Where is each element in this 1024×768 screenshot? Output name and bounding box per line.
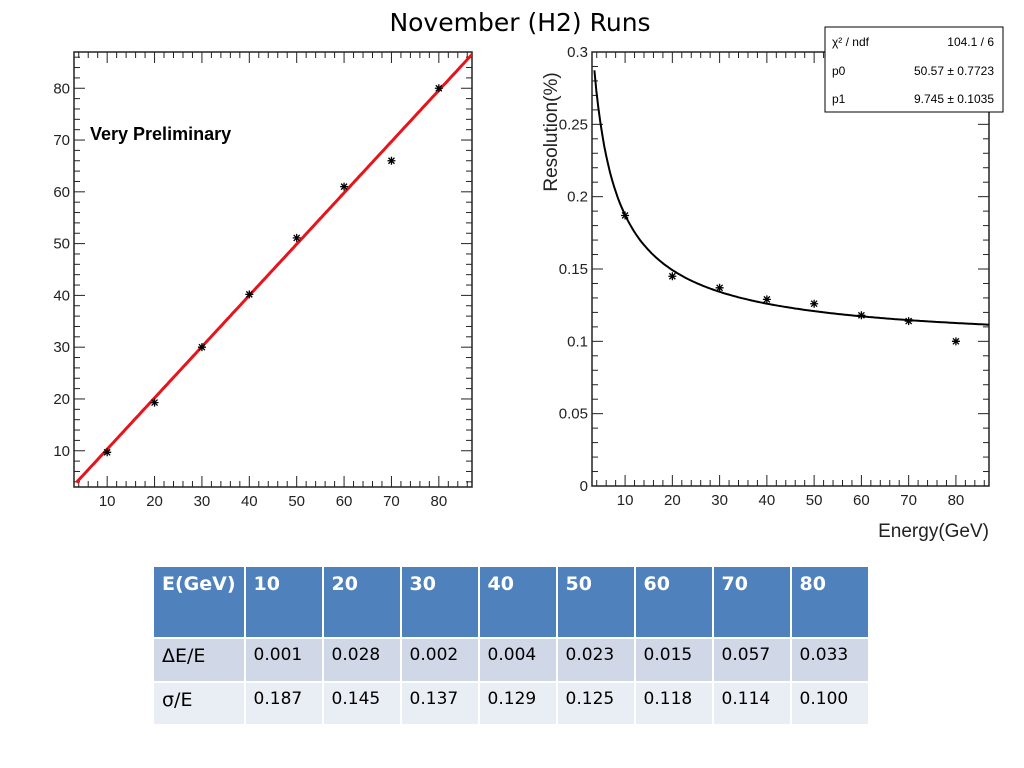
x-tick-label: 60 [336,493,353,510]
x-tick-label: 40 [241,493,258,510]
table-cell: ΔE/E [152,637,246,683]
stat-value-p0: 50.57 ± 0.7723 [914,64,994,78]
table-cell: 0.004 [477,637,558,683]
fit-curve [75,53,474,484]
table-cell: σ/E [152,681,246,726]
table-cell: 0.118 [633,681,714,726]
resolution-plot: 10 20 30 40 50 60 70 80 0 0.05 0.1 0.15 0.2 0.25 0.3 [559,44,990,509]
x-tick-label: 20 [146,493,163,510]
fit-curve [593,70,990,326]
table-row: σ/E 0.187 0.145 0.137 0.129 0.125 0.118 … [152,681,870,726]
y-tick-label: 10 [53,443,70,460]
data-point [762,295,771,304]
data-point [668,272,677,281]
y-tick-label: 0.15 [559,261,588,278]
table-header-cell: 50 [555,565,636,639]
y-tick-label: 40 [53,287,70,304]
table-cell: 0.187 [243,681,324,726]
stat-label-p1: p1 [832,92,846,106]
table-cell: 0.028 [321,637,402,683]
y-tick-label: 60 [53,184,70,201]
x-tick-label: 40 [759,492,776,509]
plot-frame [591,51,990,487]
x-tick-label: 70 [900,492,917,509]
table-cell: 0.002 [399,637,480,683]
stat-label-p0: p0 [832,64,846,78]
data-point [434,84,443,93]
y-tick-label: 0.2 [567,189,588,206]
table-header-cell: 30 [399,565,480,639]
table-header-cell: 10 [243,565,324,639]
x-tick-label: 10 [99,493,116,510]
y-tick-label: 80 [53,80,70,97]
y-tick-label: 0.1 [567,333,588,350]
results-table: E(GeV) 10 20 30 40 50 60 70 80 ΔE/E 0.00… [152,565,870,726]
data-point [715,283,724,292]
data-point [103,448,112,457]
data-point [150,398,159,407]
table-row: ΔE/E 0.001 0.028 0.002 0.004 0.023 0.015… [152,637,870,683]
data-point [292,233,301,242]
y-tick-label: 50 [53,236,70,253]
data-point [904,317,913,326]
y-tick-label: 0.25 [559,116,588,133]
y-tick-label: 0.3 [567,44,588,61]
x-tick-label: 80 [430,493,447,510]
plots-canvas: 10 20 30 40 50 60 70 80 10 20 30 40 50 60 70 80 10 20 30 4… [53,26,1004,542]
data-point [340,182,349,191]
table-cell: 0.114 [711,681,792,726]
x-tick-label: 30 [194,493,211,510]
x-tick-label: 20 [664,492,681,509]
data-point [197,343,206,352]
stat-value-chi2: 104.1 / 6 [947,35,994,49]
x-tick-label: 10 [617,492,634,509]
table-cell: 0.125 [555,681,636,726]
data-point [810,299,819,308]
y-tick-label: 30 [53,339,70,356]
table-header-cell: 60 [633,565,714,639]
y-tick-label: 0 [580,478,588,495]
table-header-cell: 40 [477,565,558,639]
y-tick-label: 0.05 [559,406,588,423]
table-cell: 0.145 [321,681,402,726]
slide-title: November (H2) Runs [389,8,651,37]
x-axis-label: Energy(GeV) [878,521,989,542]
table-header-row: E(GeV) 10 20 30 40 50 60 70 80 [152,565,870,639]
table-header-cell: E(GeV) [152,565,246,639]
y-tick-label: 70 [53,132,70,149]
x-tick-label: 60 [853,492,870,509]
data-point [951,337,960,346]
x-tick-label: 80 [948,492,965,509]
table-cell: 0.023 [555,637,636,683]
y-axis-label: Resolution(%) [541,72,562,191]
x-tick-label: 70 [383,493,400,510]
data-point [857,311,866,320]
very-preliminary-label: Very Preliminary [90,124,231,144]
table-header-cell: 80 [789,565,870,639]
data-point [621,211,630,220]
table-header-cell: 20 [321,565,402,639]
linearity-plot: 10 20 30 40 50 60 70 80 10 20 30 40 50 60 70 80 [53,51,474,510]
stats-box: χ² / ndf 104.1 / 6 p0 50.57 ± 0.7723 p1 … [824,26,1004,113]
table-header-cell: 70 [711,565,792,639]
table-cell: 0.100 [789,681,870,726]
x-tick-label: 50 [288,493,305,510]
table-cell: 0.137 [399,681,480,726]
table-cell: 0.015 [633,637,714,683]
table-cell: 0.001 [243,637,324,683]
stat-value-p1: 9.745 ± 0.1035 [914,92,994,106]
table-cell: 0.129 [477,681,558,726]
table-cell: 0.057 [711,637,792,683]
x-tick-label: 50 [806,492,823,509]
y-tick-label: 20 [53,391,70,408]
stat-label-chi2: χ² / ndf [832,35,870,49]
table-cell: 0.033 [789,637,870,683]
data-point [387,156,396,165]
data-point [245,290,254,299]
x-tick-label: 30 [711,492,728,509]
